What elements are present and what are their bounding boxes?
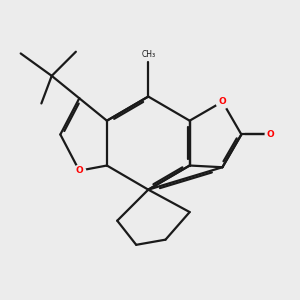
- Text: O: O: [75, 166, 83, 175]
- Text: CH₃: CH₃: [142, 50, 156, 59]
- Text: O: O: [218, 97, 226, 106]
- Text: O: O: [267, 130, 274, 139]
